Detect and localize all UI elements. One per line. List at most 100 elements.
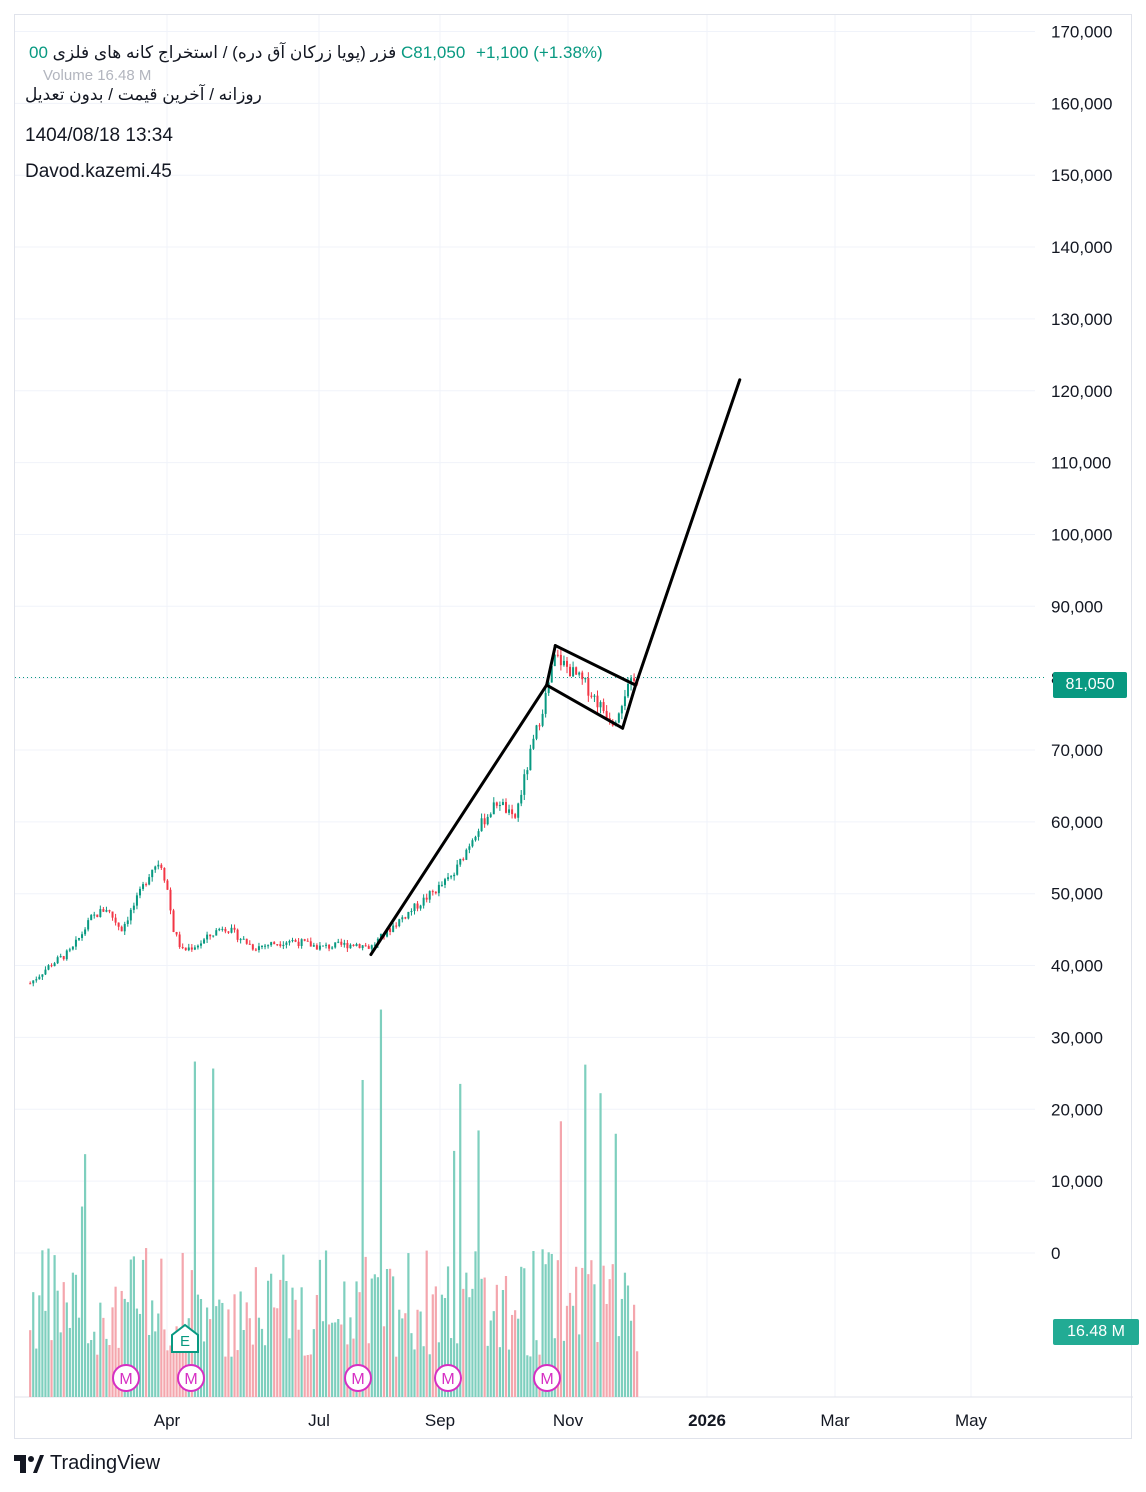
- volume-bar: [209, 1319, 212, 1397]
- volume-bar: [132, 1256, 135, 1397]
- candle-body: [575, 667, 578, 675]
- candle-body: [440, 884, 443, 886]
- volume-bar: [291, 1287, 294, 1397]
- volume-bar: [68, 1327, 71, 1397]
- meeting-marker-label: M: [119, 1371, 132, 1388]
- candle-body: [501, 802, 504, 806]
- volume-bar: [523, 1268, 526, 1397]
- candle-body: [81, 934, 84, 938]
- candle-body: [514, 814, 517, 818]
- candle-body: [135, 895, 138, 906]
- candle-body: [578, 672, 581, 675]
- candle-body: [471, 840, 474, 847]
- volume-bar: [331, 1322, 334, 1397]
- candle-body: [526, 770, 529, 775]
- candle-body: [498, 805, 501, 807]
- candle-body: [215, 930, 218, 936]
- candle-body: [297, 941, 300, 947]
- candle-body: [47, 965, 50, 970]
- volume-bar: [431, 1294, 434, 1397]
- volume-bar: [581, 1267, 584, 1397]
- candle-body: [511, 809, 514, 815]
- meeting-marker-label: M: [351, 1371, 364, 1388]
- volume-bar: [590, 1260, 593, 1397]
- candle-body: [453, 874, 456, 877]
- candle-body: [242, 938, 245, 940]
- candle-body: [108, 910, 111, 912]
- volume-bar: [504, 1275, 508, 1397]
- x-tick-label: 2026: [688, 1411, 726, 1430]
- chart-frame[interactable]: 170,000 160,000 150,000 140,000 130,000 120,0…: [14, 14, 1139, 1440]
- y-tick-label: 10,000: [1051, 1172, 1103, 1191]
- candle-body: [102, 909, 105, 912]
- volume-bar: [151, 1300, 154, 1397]
- volume-legend: Volume 16.48 M: [43, 67, 152, 84]
- candle-body: [328, 944, 331, 949]
- volume-bar: [565, 1305, 569, 1397]
- volume-bar: [575, 1266, 578, 1397]
- candle-body: [270, 942, 273, 946]
- candle-body: [416, 903, 419, 909]
- candle-body: [318, 945, 321, 950]
- candle-body: [620, 706, 623, 714]
- volume-bar: [80, 1206, 84, 1397]
- candle-body: [206, 934, 209, 940]
- volume-bar: [248, 1318, 251, 1397]
- candle-body: [105, 910, 108, 912]
- volume-bar: [221, 1302, 224, 1397]
- trendline-target: [634, 378, 742, 687]
- volume-bar: [486, 1345, 489, 1397]
- volume-bar: [230, 1356, 233, 1397]
- candle-body: [532, 738, 535, 749]
- candle-body: [617, 713, 620, 723]
- volume-bar: [87, 1343, 90, 1397]
- volume-bar: [422, 1346, 425, 1397]
- volume-bar: [474, 1251, 477, 1397]
- candle-body: [459, 858, 462, 865]
- volume-bar: [593, 1284, 596, 1397]
- volume-bar: [626, 1285, 630, 1397]
- volume-bar: [498, 1347, 501, 1397]
- candle-body: [395, 925, 398, 927]
- volume-bar: [178, 1331, 181, 1397]
- volume-bar: [459, 1083, 462, 1397]
- volume-bar: [199, 1298, 203, 1397]
- volume-bar: [90, 1340, 93, 1397]
- volume-bar: [562, 1340, 566, 1397]
- candle-body: [71, 946, 74, 950]
- y-tick-label: 90,000: [1051, 597, 1103, 616]
- candle-body: [370, 945, 373, 949]
- y-tick-label: 20,000: [1051, 1100, 1103, 1119]
- candle-body: [596, 695, 599, 708]
- volume-bar: [71, 1272, 74, 1397]
- x-tick-label: Apr: [154, 1411, 181, 1430]
- volume-bar: [373, 1274, 376, 1397]
- tradingview-brand: TradingView: [50, 1452, 161, 1474]
- volume-bar: [337, 1319, 340, 1397]
- candle-body: [184, 947, 187, 951]
- candle-body: [248, 943, 251, 945]
- volume-bar: [129, 1259, 132, 1397]
- candle-body: [145, 884, 148, 886]
- volume-bar: [318, 1259, 322, 1397]
- volume-bar: [407, 1253, 410, 1397]
- candle-body: [99, 909, 102, 917]
- volume-bar: [544, 1264, 547, 1397]
- tradingview-footer[interactable]: TradingView: [14, 1452, 160, 1475]
- candle-body: [565, 660, 568, 667]
- volume-bar: [59, 1332, 62, 1397]
- candle-body: [65, 950, 68, 960]
- price-chart[interactable]: 170,000 160,000 150,000 140,000 130,000 120,0…: [15, 15, 1133, 1440]
- volume-bar: [285, 1281, 288, 1397]
- candle-body: [126, 920, 129, 924]
- volume-bar: [550, 1253, 553, 1397]
- candle-body: [389, 928, 392, 932]
- candle-body: [169, 889, 172, 911]
- volume-bar: [358, 1292, 361, 1397]
- candle-body: [87, 920, 90, 930]
- candle-body: [337, 941, 340, 943]
- candle-body: [447, 877, 450, 880]
- candle-body: [181, 946, 184, 948]
- y-tick-label: 160,000: [1051, 94, 1112, 113]
- volume-bar: [398, 1309, 401, 1397]
